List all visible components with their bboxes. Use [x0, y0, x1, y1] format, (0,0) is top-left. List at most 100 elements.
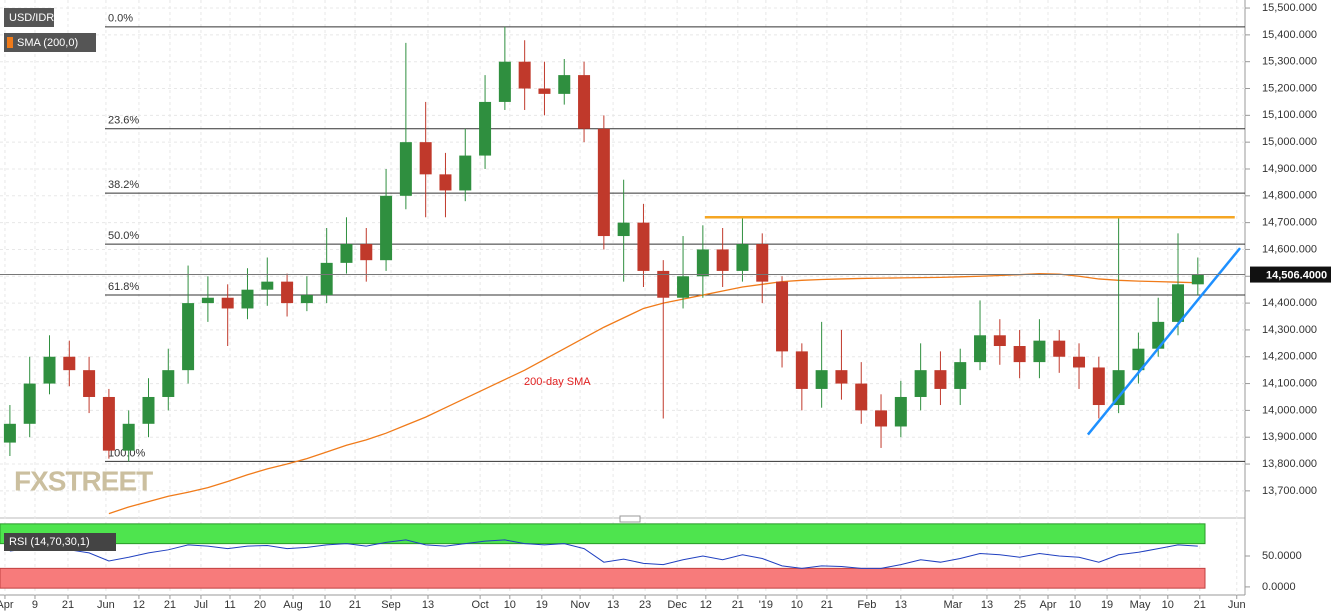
- x-tick-label: 10: [504, 599, 516, 611]
- candle-body: [716, 249, 729, 271]
- candle-body: [1112, 370, 1125, 406]
- y-tick-label: 0.0000: [1262, 581, 1296, 593]
- legend-label: SMA (200,0): [17, 37, 78, 49]
- x-tick-label: Jun: [97, 599, 115, 611]
- watermark: FXSTREET: [14, 465, 153, 496]
- candle-body: [835, 370, 848, 384]
- candle-body: [993, 335, 1006, 347]
- x-tick-label: 21: [732, 599, 744, 611]
- candle-body: [855, 383, 868, 411]
- y-tick-label: 15,000.000: [1262, 136, 1317, 148]
- x-tick-label: Mar: [943, 599, 962, 611]
- fib-label: 23.6%: [108, 115, 139, 127]
- x-tick-label: 10: [1162, 599, 1174, 611]
- y-tick-label: 13,800.000: [1262, 458, 1317, 470]
- fib-label: 38.2%: [108, 179, 139, 191]
- x-tick-label: 13: [981, 599, 993, 611]
- candle-body: [795, 351, 808, 389]
- x-tick-label: 19: [1101, 599, 1113, 611]
- x-tick-label: 25: [1014, 599, 1026, 611]
- x-tick-label: 21: [1194, 599, 1206, 611]
- rsi-title: RSI (14,70,30,1): [9, 536, 90, 548]
- candle-body: [934, 370, 947, 389]
- y-tick-label: 14,100.000: [1262, 377, 1317, 389]
- candle-body: [419, 142, 432, 175]
- y-tick-label: 15,300.000: [1262, 56, 1317, 68]
- x-tick-label: Feb: [857, 599, 876, 611]
- candle-body: [875, 410, 888, 427]
- candle-body: [439, 174, 452, 191]
- y-tick-label: 14,700.000: [1262, 217, 1317, 229]
- candle-body: [360, 244, 373, 261]
- y-tick-label: 13,900.000: [1262, 431, 1317, 443]
- candle-body: [281, 281, 294, 304]
- candle-body: [261, 281, 274, 290]
- x-tick-label: Dec: [667, 599, 687, 611]
- candle-body: [518, 61, 531, 89]
- candle-body: [677, 276, 690, 298]
- candle-body: [380, 195, 393, 261]
- panel-handle: [619, 515, 641, 523]
- x-tick-label: 10: [319, 599, 331, 611]
- candle-body: [954, 362, 967, 389]
- x-tick-label: 21: [349, 599, 361, 611]
- chart-title: USD/IDR: [9, 12, 54, 24]
- y-tick-label: 13,700.000: [1262, 485, 1317, 497]
- x-tick-label: 21: [62, 599, 74, 611]
- x-tick-label: 21: [164, 599, 176, 611]
- candle-body: [241, 289, 254, 309]
- candle-body: [43, 356, 56, 384]
- candle-body: [83, 370, 96, 397]
- candle-body: [1073, 356, 1086, 368]
- trend-line: [1086, 247, 1242, 436]
- y-tick-label: 14,000.000: [1262, 404, 1317, 416]
- y-tick-label: 14,800.000: [1262, 190, 1317, 202]
- candle-body: [815, 370, 828, 389]
- candle-body: [498, 61, 511, 102]
- y-tick-label: 14,900.000: [1262, 163, 1317, 175]
- x-tick-label: Jun: [1228, 599, 1246, 611]
- y-tick-label: 14,200.000: [1262, 351, 1317, 363]
- legend-box: [4, 33, 96, 52]
- candle-body: [578, 75, 591, 129]
- candle-body: [696, 249, 709, 277]
- candle-body: [736, 244, 749, 271]
- legend-swatch: [7, 37, 13, 48]
- x-tick-label: 11: [224, 599, 235, 611]
- last-price-label: 14,506.4000: [1266, 269, 1327, 281]
- fib-label: 61.8%: [108, 281, 139, 293]
- x-tick-label: 19: [536, 599, 548, 611]
- candle-body: [914, 370, 927, 397]
- fib-label: 0.0%: [108, 13, 133, 25]
- x-tick-label: 21: [821, 599, 833, 611]
- candle-body: [221, 297, 234, 309]
- candle-body: [756, 244, 769, 282]
- annotation: 200-day SMA: [524, 376, 591, 388]
- title-box: [4, 8, 54, 27]
- upper-band: [0, 523, 1206, 545]
- candle-body: [597, 128, 610, 237]
- y-tick-label: 15,100.000: [1262, 109, 1317, 121]
- candle-body: [558, 75, 571, 94]
- x-tick-label: 23: [639, 599, 651, 611]
- x-tick-label: Apr: [0, 599, 14, 611]
- y-tick-label: 14,300.000: [1262, 324, 1317, 336]
- candle-body: [1013, 346, 1026, 363]
- candle-body: [1172, 284, 1185, 322]
- last-price-box: [1250, 266, 1331, 283]
- x-tick-label: '19: [759, 599, 773, 611]
- x-tick-label: 20: [254, 599, 266, 611]
- rsi-title-box: [4, 533, 116, 551]
- candle-body: [182, 303, 195, 371]
- candle-body: [538, 88, 551, 94]
- candle-body: [459, 155, 472, 191]
- candle-body: [1033, 340, 1046, 363]
- candle-body: [1053, 340, 1066, 357]
- lower-band: [0, 567, 1206, 589]
- x-tick-label: Oct: [472, 599, 489, 611]
- candle-body: [122, 423, 135, 451]
- y-tick-label: 15,400.000: [1262, 29, 1317, 41]
- x-tick-label: Apr: [1039, 599, 1056, 611]
- candle-body: [1132, 348, 1145, 371]
